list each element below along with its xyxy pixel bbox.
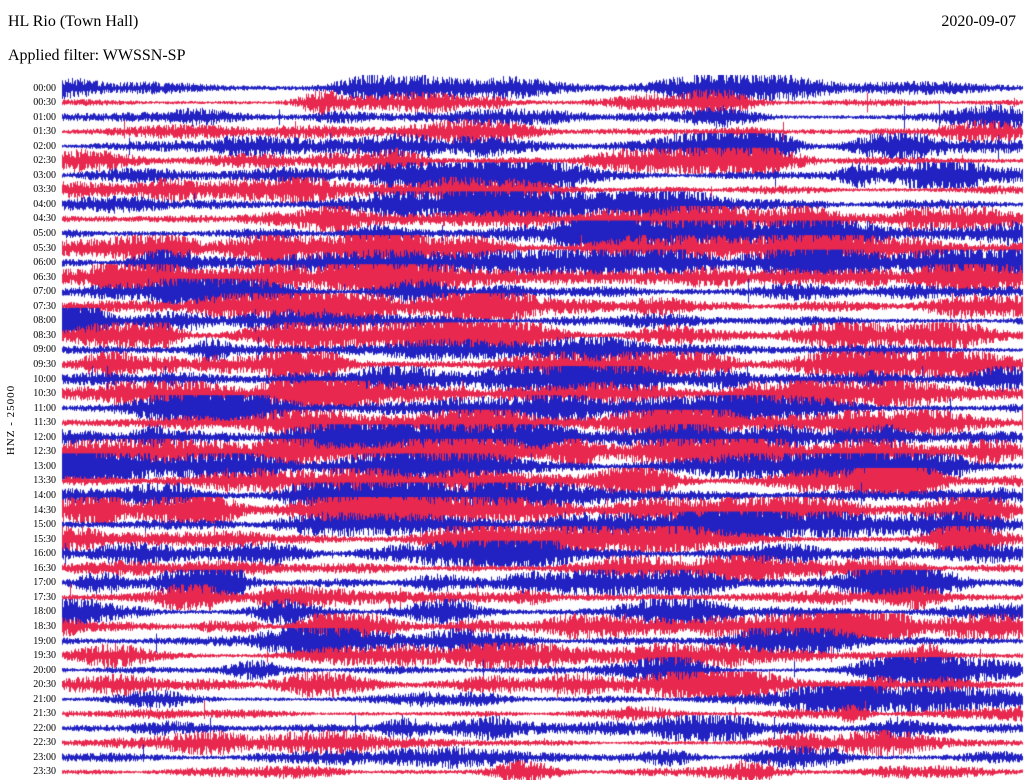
helicorder-page: HL Rio (Town Hall) 2020-09-07 Applied fi…: [0, 0, 1024, 780]
seismogram-traces: [0, 0, 1024, 780]
